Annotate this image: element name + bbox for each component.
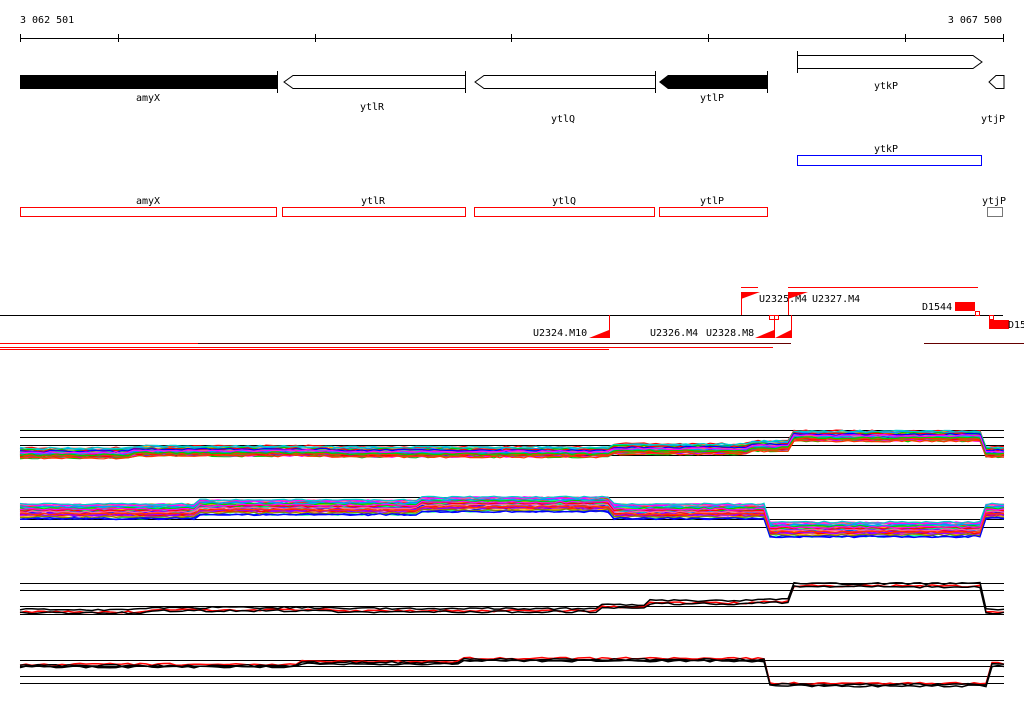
expression-trace — [19, 432, 1005, 453]
expression-trace — [19, 495, 1005, 524]
expression-trace — [19, 584, 1005, 615]
expression-trace — [19, 659, 1005, 688]
gene-amyX[interactable]: amyX — [20, 71, 278, 104]
expression-panel-3 — [19, 581, 1005, 615]
gene-ytlQ[interactable]: ytlQ — [474, 71, 656, 125]
gene-ytkP[interactable]: ytkP — [797, 51, 983, 92]
reverse-feature-ytlQ[interactable]: ytlQ — [474, 196, 655, 217]
annotation-D15[interactable]: D15 — [989, 315, 1024, 332]
expression-trace — [19, 510, 1005, 539]
feature-label: ytjP — [982, 196, 1006, 207]
feature-label: ytlR — [361, 196, 386, 207]
reverse-feature-ytlP[interactable]: ytlP — [659, 196, 768, 217]
gene-label: ytjP — [981, 114, 1005, 125]
annotation-track: U2325.M4 U2327.M4 D1544 U2324.M10 U2326.… — [0, 287, 1024, 350]
expression-trace — [19, 433, 1005, 455]
expression-trace — [19, 501, 1005, 530]
feature-label: ytlQ — [552, 196, 576, 207]
feature-label: ytkP — [874, 144, 898, 155]
expression-trace — [19, 657, 1005, 687]
feature-label: amyX — [136, 196, 160, 207]
expression-trace — [19, 500, 1005, 529]
feature-label: ytlP — [700, 196, 724, 207]
annotation-U2325.M4[interactable]: U2325.M4 — [741, 292, 807, 315]
annotation-label: D1544 — [922, 302, 952, 313]
annotation-D1544[interactable]: D1544 — [922, 302, 980, 316]
reverse-feature-ytjP[interactable]: ytjP — [982, 196, 1006, 217]
ruler: 3 062 501 3 067 500 — [20, 15, 1004, 42]
annotation-U2324.M10[interactable]: U2324.M10 — [533, 315, 610, 339]
forward-feature-ytkP[interactable]: ytkP — [797, 144, 982, 166]
expression-trace — [20, 508, 1005, 537]
reverse-feature-ytlR[interactable]: ytlR — [282, 196, 466, 217]
expression-panels — [19, 429, 1005, 688]
expression-trace — [19, 581, 1005, 612]
annotation-label: D15 — [1008, 320, 1024, 331]
gene-ytjP[interactable]: ytjP — [981, 75, 1005, 126]
expression-trace — [19, 505, 1005, 534]
ruler-end-label: 3 067 500 — [948, 15, 1002, 26]
annotation-label: U2326.M4 — [650, 328, 698, 339]
gene-label: ytlR — [360, 102, 385, 113]
ruler-ticks — [20, 34, 1004, 42]
expression-trace — [19, 436, 1005, 457]
reverse-feature-track: amyX ytlR ytlQ ytlP ytjP — [20, 196, 1006, 217]
annotation-U2327.M4[interactable]: U2327.M4 — [788, 292, 860, 315]
gene-label: ytkP — [874, 81, 898, 92]
annotation-label: U2324.M10 — [533, 328, 587, 339]
gene-ytlR[interactable]: ytlR — [283, 71, 466, 113]
annotation-label: U2328.M8 — [706, 328, 754, 339]
annotation-label: U2327.M4 — [812, 294, 860, 305]
annotation-label: U2325.M4 — [759, 294, 807, 305]
expression-panel-2 — [19, 495, 1005, 539]
gene-ytlP[interactable]: ytlP — [659, 71, 768, 104]
reverse-feature-amyX[interactable]: amyX — [20, 196, 277, 217]
expression-trace — [19, 439, 1005, 460]
gene-label: ytlP — [700, 93, 724, 104]
expression-trace — [19, 429, 1005, 450]
gene-track: amyX ytlR ytlQ ytlP ytkP ytjP — [20, 51, 1005, 125]
annotation-U2328.M8[interactable]: U2328.M8 — [706, 315, 792, 339]
gene-label: ytlQ — [551, 114, 575, 125]
expression-panel-4 — [19, 656, 1005, 688]
ruler-start-label: 3 062 501 — [20, 15, 74, 26]
gene-label: amyX — [136, 93, 160, 104]
expression-trace — [19, 656, 1005, 685]
expression-panel-1 — [19, 429, 1005, 460]
